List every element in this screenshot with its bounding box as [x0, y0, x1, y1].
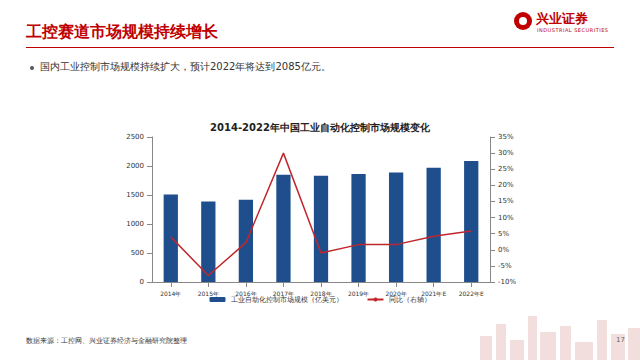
svg-text:2017年: 2017年 [272, 289, 295, 297]
svg-text:2014-2022年中国工业自动化控制市场规模变化: 2014-2022年中国工业自动化控制市场规模变化 [210, 122, 431, 133]
svg-text:2020年: 2020年 [385, 289, 407, 297]
svg-text:35%: 35% [498, 133, 514, 141]
svg-text:2018年: 2018年 [310, 289, 332, 297]
svg-text:2014年: 2014年 [160, 290, 181, 297]
svg-text:-5%: -5% [498, 262, 512, 270]
svg-text:2022年E: 2022年E [459, 290, 484, 297]
svg-text:2000: 2000 [126, 162, 144, 170]
html-text:兴业证券: 兴业证券 [536, 11, 588, 26]
html-text:数据来源：工控网、兴业证券经济与金融研究院整理: 数据来源：工控网、兴业证券经济与金融研究院整理 [26, 337, 187, 345]
svg-text:2021年E: 2021年E [421, 289, 447, 297]
svg-text:同比（右轴）: 同比（右轴） [389, 296, 431, 304]
svg-text:30%: 30% [498, 149, 514, 157]
svg-text:1500: 1500 [126, 191, 144, 199]
svg-text:-10%: -10% [498, 278, 516, 286]
svg-text:1000: 1000 [126, 220, 144, 228]
svg-text:10%: 10% [498, 214, 514, 222]
svg-text:0%: 0% [498, 246, 509, 254]
svg-text:2019年: 2019年 [348, 290, 369, 297]
html-text:17: 17 [616, 336, 625, 344]
svg-text:0: 0 [140, 278, 144, 286]
svg-text:25%: 25% [498, 165, 514, 173]
svg-text:2015年: 2015年 [198, 290, 219, 297]
html-text:INDUSTRIAL SECURITIES: INDUSTRIAL SECURITIES [537, 27, 609, 33]
svg-text:15%: 15% [498, 197, 514, 205]
svg-text:20%: 20% [498, 181, 514, 189]
svg-text:工业自动化控制市场规模（亿美元）: 工业自动化控制市场规模（亿美元） [231, 296, 343, 304]
svg-text:2500: 2500 [126, 133, 144, 141]
svg-text:500: 500 [131, 249, 144, 257]
svg-text:2016年: 2016年 [235, 289, 257, 297]
html-text:国内工业控制市场规模持续扩大，预计2022年将达到2085亿: 国内工业控制市场规模持续扩大，预计2022年将达到2085亿元。 [40, 61, 331, 72]
html-text:工控赛道市场规模持续增长: 工控赛道市场规模持续增长 [26, 22, 218, 41]
svg-text:5%: 5% [498, 230, 509, 238]
